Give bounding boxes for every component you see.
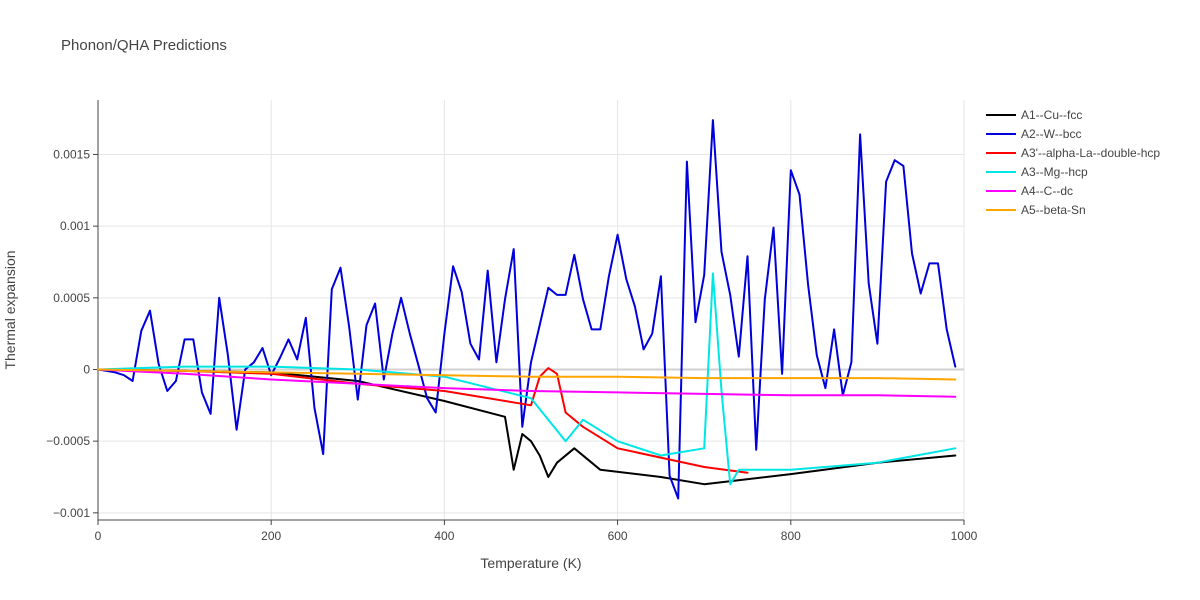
series-line-3: [97, 272, 957, 486]
series-line-2: [97, 367, 749, 474]
x-tick-label: 0: [95, 529, 102, 543]
y-tick-label: 0.0015: [53, 147, 90, 161]
y-tick-label: 0.001: [60, 219, 90, 233]
y-tick-label: −0.0005: [46, 434, 90, 448]
tick-labels: 0 200 400 600 800 1000 −0.001 −0.0005 0 0.0005 0.0…: [46, 147, 977, 543]
x-tick-label: 600: [608, 529, 628, 543]
x-tick-label: 800: [781, 529, 801, 543]
legend-item-1[interactable]: A2--W--bcc: [986, 127, 1081, 141]
x-tick-label: 400: [434, 529, 454, 543]
legend-item-3[interactable]: A3--Mg--hcp: [986, 165, 1088, 179]
chart-title: Phonon/QHA Predictions: [61, 37, 227, 54]
series-line-5: [97, 368, 957, 381]
legend-item-2[interactable]: A3'--alpha-La--double-hcp: [986, 146, 1160, 160]
series-line-1: [97, 119, 957, 500]
legend-label: A1--Cu--fcc: [1021, 108, 1082, 122]
grid: [98, 100, 965, 520]
x-tick-label: 1000: [951, 529, 978, 543]
series-line-0: [97, 368, 957, 486]
legend-label: A5--beta-Sn: [1021, 203, 1086, 217]
legend-label: A2--W--bcc: [1021, 127, 1081, 141]
x-axis-title: Temperature (K): [480, 555, 581, 571]
series-layer: [97, 119, 957, 500]
legend-label: A3'--alpha-La--double-hcp: [1021, 146, 1160, 160]
legend-label: A3--Mg--hcp: [1021, 165, 1088, 179]
x-tick-label: 200: [261, 529, 281, 543]
y-tick-label: −0.001: [53, 506, 90, 520]
legend-item-5[interactable]: A5--beta-Sn: [986, 203, 1086, 217]
series-line-4: [97, 368, 957, 398]
y-tick-label: 0.0005: [53, 291, 90, 305]
legend-item-4[interactable]: A4--C--dc: [986, 184, 1073, 198]
y-axis-title: Thermal expansion: [2, 250, 18, 369]
legend-label: A4--C--dc: [1021, 184, 1073, 198]
axes: [93, 100, 965, 525]
y-tick-label: 0: [83, 362, 90, 376]
legend[interactable]: A1--Cu--fcc A2--W--bcc A3'--alpha-La--doub…: [986, 108, 1160, 217]
legend-item-0[interactable]: A1--Cu--fcc: [986, 108, 1082, 122]
